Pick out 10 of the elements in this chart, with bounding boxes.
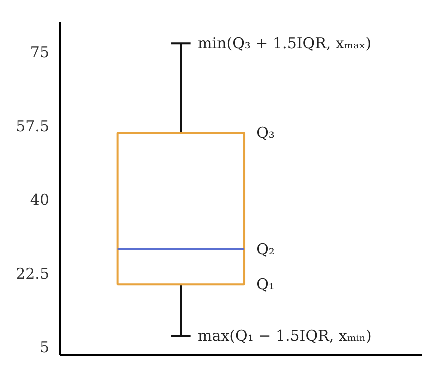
annotation: Q₃	[256, 124, 275, 142]
annotation: max(Q₁ − 1.5IQR, xₘᵢₙ)	[198, 327, 372, 346]
annotation: min(Q₃ + 1.5IQR, xₘₐₓ)	[198, 34, 372, 53]
y-tick-label: 75	[30, 44, 50, 62]
y-tick-label: 57.5	[16, 117, 50, 136]
annotation: Q₂	[256, 240, 275, 258]
y-tick-label: 40	[30, 191, 50, 210]
y-tick-label: 5	[40, 338, 50, 357]
annotation: Q₁	[256, 276, 275, 294]
y-tick-label: 22.5	[16, 264, 50, 283]
